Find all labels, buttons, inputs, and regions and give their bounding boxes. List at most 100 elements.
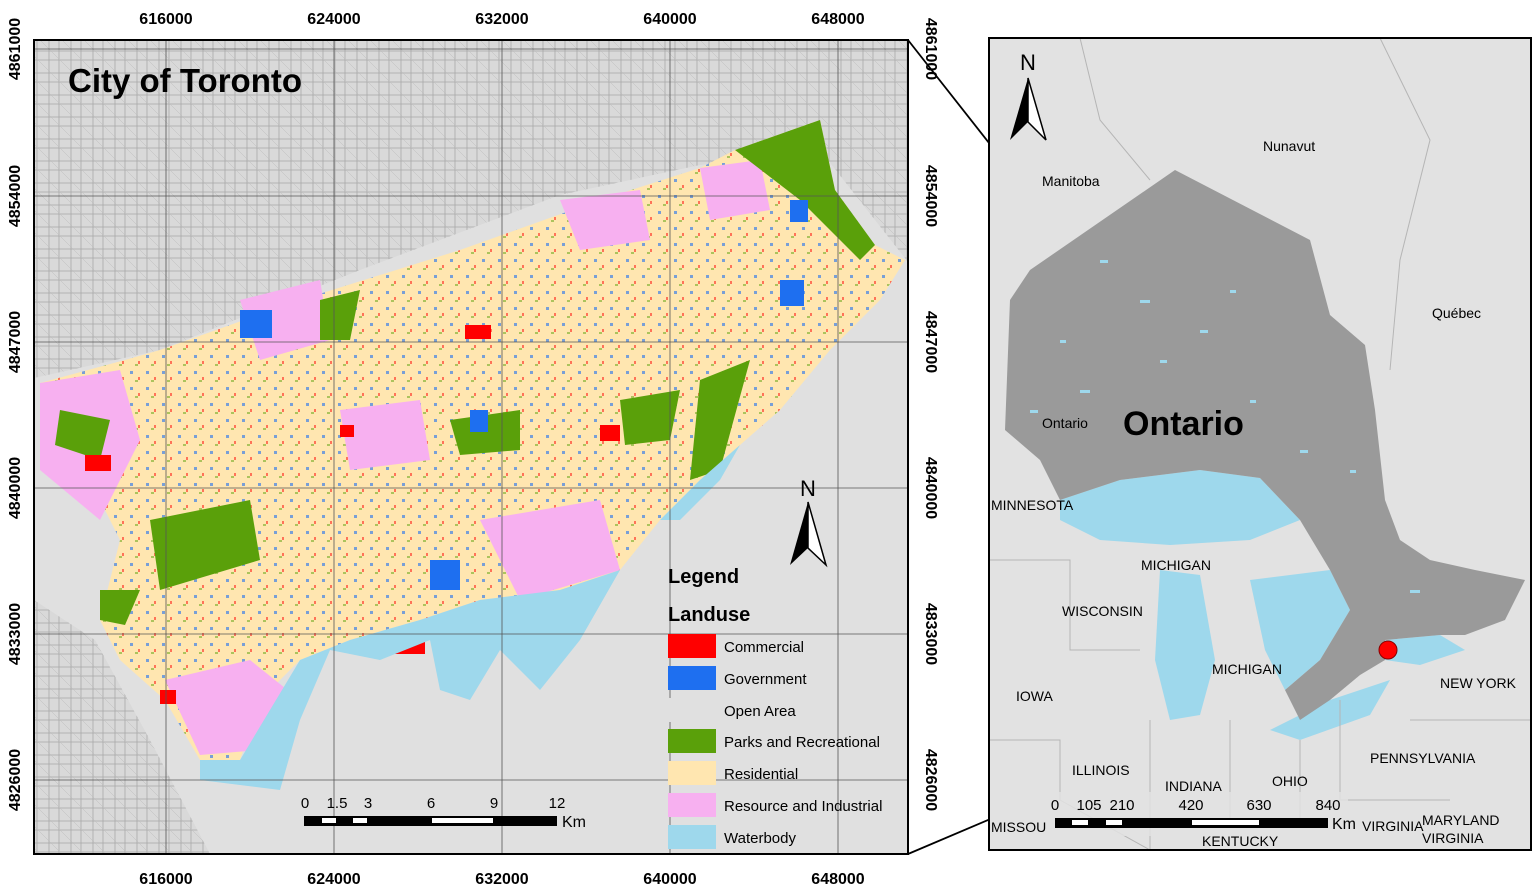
legend: Legend Landuse Commercial Government Ope… [668, 566, 882, 849]
y-tick-label: 4840000 [922, 457, 939, 519]
industrial-area [240, 280, 330, 360]
scale-tick-label: 105 [1076, 797, 1101, 814]
government-area [780, 280, 804, 306]
legend-item: Open Area [668, 698, 796, 722]
scale-tick-label: 840 [1315, 797, 1340, 814]
legend-swatch [668, 793, 716, 817]
region-label: MICHIGAN [1212, 661, 1282, 677]
commercial-area [600, 425, 620, 441]
legend-item: Residential [668, 761, 798, 785]
ontario-north-arrow-icon: N [1010, 50, 1047, 141]
industrial-area [700, 160, 770, 220]
industrial-area [560, 190, 650, 250]
legend-item: Parks and Recreational [668, 729, 880, 753]
scale-tick-label: 630 [1246, 797, 1271, 814]
x-tick-label: 616000 [139, 871, 192, 888]
region-label: VIRGINIA [1422, 830, 1484, 846]
lake-ontario [1385, 635, 1465, 665]
region-label: MISSOU [991, 819, 1046, 835]
industrial-area [480, 500, 620, 600]
ontario-province [1005, 170, 1525, 720]
park-area [320, 290, 360, 340]
scale-tick-label: 3 [364, 795, 372, 812]
region-label: Ontario [1042, 415, 1088, 431]
region-label: MICHIGAN [1141, 557, 1211, 573]
scale-tick-label: 6 [427, 795, 435, 812]
region-label: MINNESOTA [991, 497, 1074, 513]
toronto-scale-bar: 0 1.5 3 6 9 12 Km [301, 795, 586, 831]
government-area [430, 560, 460, 590]
commercial-area [160, 690, 176, 704]
y-tick-label: 4847000 [922, 311, 939, 373]
region-label: PENNSYLVANIA [1370, 750, 1476, 766]
legend-label: Residential [724, 766, 798, 783]
legend-item: Commercial [668, 634, 804, 658]
legend-label: Waterbody [724, 830, 796, 847]
x-tick-label: 648000 [811, 11, 864, 28]
legend-label: Government [724, 671, 807, 688]
government-area [240, 310, 272, 338]
y-tick-label: 4840000 [7, 457, 24, 519]
y-tick-label: 4833000 [7, 603, 24, 665]
region-label: VIRGINIA [1362, 818, 1424, 834]
lake-ontario-shoreline [660, 445, 740, 520]
y-tick-label: 4854000 [922, 165, 939, 227]
region-label: ILLINOIS [1072, 762, 1130, 778]
legend-swatch [668, 666, 716, 690]
x-tick-label: 648000 [811, 871, 864, 888]
x-tick-label: 624000 [307, 11, 360, 28]
lake-michigan [1155, 570, 1215, 720]
park-area [735, 120, 875, 260]
toronto-map: City of Toronto 616000 624000 632000 640… [7, 11, 939, 888]
legend-label: Resource and Industrial [724, 798, 882, 815]
ontario-scale-bar: 0 105 210 420 630 840 Km [1048, 792, 1356, 836]
legend-item: Government [668, 666, 807, 690]
y-tick-label: 4861000 [922, 18, 939, 80]
legend-label: Open Area [724, 703, 796, 720]
x-tick-label: 640000 [643, 871, 696, 888]
x-tick-label: 640000 [643, 11, 696, 28]
legend-item: Waterbody [668, 825, 796, 849]
region-label: NEW YORK [1440, 675, 1517, 691]
scale-tick-label: 12 [549, 795, 566, 812]
north-arrow-icon: N [790, 476, 828, 568]
north-label: N [800, 476, 816, 501]
legend-label: Parks and Recreational [724, 734, 880, 751]
region-label: OHIO [1272, 773, 1308, 789]
surrounding-streets [34, 40, 908, 378]
x-tick-label: 616000 [139, 11, 192, 28]
legend-label: Commercial [724, 639, 804, 656]
region-label: Québec [1432, 305, 1481, 321]
toronto-title: City of Toronto [68, 62, 302, 99]
commercial-area [340, 425, 354, 437]
commercial-area [465, 325, 491, 339]
y-tick-label: 4847000 [7, 311, 24, 373]
legend-subheading: Landuse [668, 604, 750, 626]
industrial-area [340, 400, 430, 470]
y-tick-label: 4861000 [7, 18, 24, 80]
park-area [620, 390, 680, 445]
scale-tick-label: 210 [1109, 797, 1134, 814]
region-label: IOWA [1016, 688, 1053, 704]
ontario-title: Ontario [1123, 405, 1244, 443]
y-tick-label: 4826000 [7, 749, 24, 811]
x-tick-label: 632000 [475, 11, 528, 28]
scale-tick-label: 420 [1178, 797, 1203, 814]
legend-swatch [668, 634, 716, 658]
park-area [55, 410, 110, 460]
x-tick-label: 632000 [475, 871, 528, 888]
lake-ontario-shoreline [200, 570, 620, 790]
park-area [150, 500, 260, 590]
toronto-location-marker [1378, 640, 1398, 660]
y-tick-label: 4833000 [922, 603, 939, 665]
park-area [450, 410, 520, 455]
scale-tick-label: 0 [1051, 797, 1059, 814]
scale-tick-label: 0 [301, 795, 309, 812]
inland-lakes [1030, 260, 1420, 593]
lake-huron [1250, 570, 1350, 690]
region-label: MARYLAND [1422, 812, 1500, 828]
scale-unit: Km [1332, 816, 1356, 833]
region-label: Manitoba [1042, 173, 1100, 189]
region-label: WISCONSIN [1062, 603, 1143, 619]
